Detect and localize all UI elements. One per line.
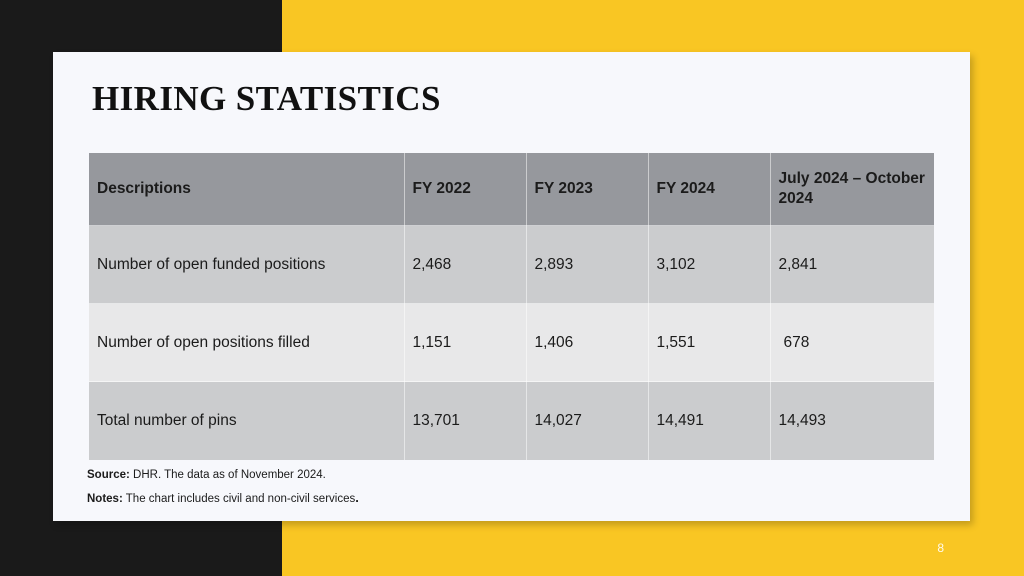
footnote-notes: Notes: The chart includes civil and non-…	[87, 486, 359, 510]
row-2-fy-2023: 14,027	[526, 381, 649, 460]
table-row: Number of open positions filled 1,151 1,…	[89, 303, 934, 382]
footnote-notes-label: Notes:	[87, 492, 123, 505]
column-header-fy-2023: FY 2023	[526, 153, 649, 226]
row-0-fy-2022: 2,468	[404, 225, 527, 304]
footnote-source: Source: DHR. The data as of November 202…	[87, 465, 359, 486]
row-2-fy-2024: 14,491	[648, 381, 771, 460]
column-header-fy-2024: FY 2024	[648, 153, 771, 226]
table-header-row: Descriptions FY 2022 FY 2023 FY 2024 Jul…	[89, 153, 934, 226]
content-card: HIRING STATISTICS Descriptions FY 2022 F…	[53, 52, 970, 521]
row-1-description: Number of open positions filled	[89, 303, 405, 382]
row-2-fy-2022: 13,701	[404, 381, 527, 460]
footnote-source-label: Source:	[87, 469, 130, 481]
table-row: Total number of pins 13,701 14,027 14,49…	[89, 381, 934, 460]
row-1-fy-2022: 1,151	[404, 303, 527, 382]
table-row: Number of open funded positions 2,468 2,…	[89, 225, 934, 304]
row-0-jul-oct-2024: 2,841	[770, 225, 934, 304]
row-1-fy-2024: 1,551	[648, 303, 771, 382]
footnote-source-text: DHR. The data as of November 2024.	[133, 469, 326, 481]
column-header-jul-oct-2024: July 2024 – October 2024	[770, 153, 934, 226]
row-1-fy-2023: 1,406	[526, 303, 649, 382]
footnotes: Source: DHR. The data as of November 202…	[87, 465, 359, 510]
footnote-notes-terminator: .	[355, 489, 359, 505]
column-header-descriptions: Descriptions	[89, 153, 405, 226]
column-header-fy-2022: FY 2022	[404, 153, 527, 226]
row-2-jul-oct-2024: 14,493	[770, 381, 934, 460]
row-1-jul-oct-2024: 678	[770, 303, 934, 382]
row-0-description: Number of open funded positions	[89, 225, 405, 304]
page-title: HIRING STATISTICS	[92, 79, 441, 118]
row-0-fy-2024: 3,102	[648, 225, 771, 304]
page-number: 8	[937, 541, 944, 555]
row-0-fy-2023: 2,893	[526, 225, 649, 304]
footnote-notes-text: The chart includes civil and non-civil s…	[125, 492, 356, 505]
row-2-description: Total number of pins	[89, 381, 405, 460]
hiring-statistics-table: Descriptions FY 2022 FY 2023 FY 2024 Jul…	[89, 153, 934, 460]
